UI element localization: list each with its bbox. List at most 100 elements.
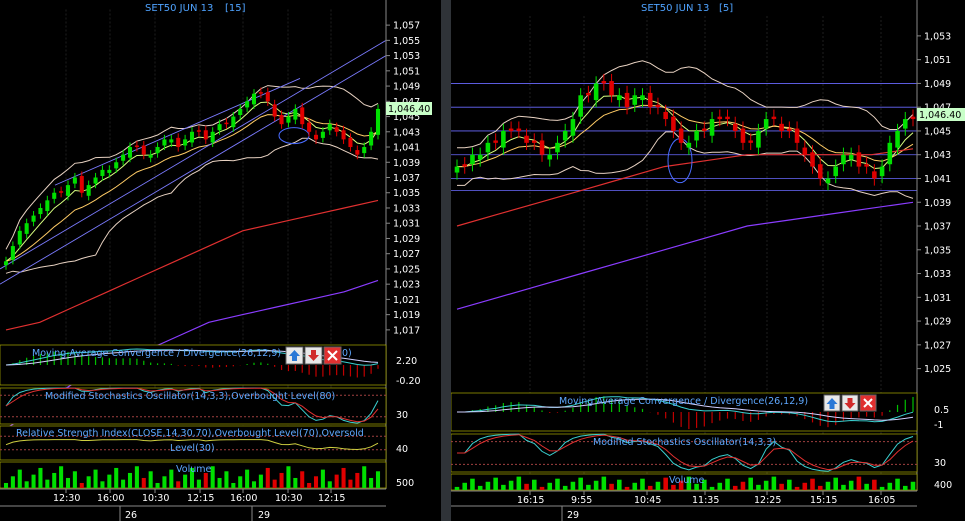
chart-panel-5min[interactable]: SET50 JUN 13 [5] 1,0531,0511,0491,0471,0… xyxy=(451,0,965,521)
stochastics-pane[interactable]: Modified Stochastics Oscillator(14,3,3),… xyxy=(0,387,408,425)
candle xyxy=(320,127,325,143)
candle xyxy=(910,109,916,127)
price-tick-label: 1,021 xyxy=(393,295,420,306)
stochastics-pane[interactable]: Modified Stochastics Oscillator(14,3,3) … xyxy=(451,433,946,473)
time-tick-label: 12:25 xyxy=(754,495,781,506)
macd-pane[interactable]: Moving Average Convergence / Divergence(… xyxy=(0,344,421,387)
volume-bar xyxy=(348,479,353,488)
date-label: 26 xyxy=(125,510,137,521)
candle xyxy=(516,121,522,139)
price-tick-label: 1,023 xyxy=(393,280,420,291)
volume-bar xyxy=(251,481,257,488)
candle xyxy=(183,134,188,151)
volume-pane[interactable]: Volume 400 xyxy=(451,473,952,491)
macd-tick: -1 xyxy=(934,420,943,431)
pane-toolbar[interactable] xyxy=(285,346,342,365)
candle xyxy=(779,116,784,139)
volume-bar xyxy=(31,474,36,488)
volume-bar xyxy=(902,485,908,490)
rsi-pane[interactable]: Relative Strength Index(CLOSE,14,30,70),… xyxy=(0,425,408,461)
chart-canvas-5min[interactable]: SET50 JUN 13 [5] 1,0531,0511,0491,0471,0… xyxy=(451,0,965,521)
candle xyxy=(841,147,846,172)
candle xyxy=(134,140,139,152)
panel-splitter[interactable] xyxy=(441,0,451,521)
svg-text:1,046.40: 1,046.40 xyxy=(919,110,961,121)
volume-bar xyxy=(570,481,576,490)
volume-bar xyxy=(279,472,284,488)
volume-bar xyxy=(231,482,236,488)
candle xyxy=(127,142,133,163)
bollinger-lower-line xyxy=(457,131,914,199)
annotation-ellipse[interactable] xyxy=(278,127,310,145)
candle xyxy=(825,171,831,191)
volume-bar xyxy=(217,477,222,488)
volume-bar xyxy=(825,481,831,490)
candle xyxy=(65,180,71,201)
volume-bar xyxy=(593,480,599,490)
rsi-line xyxy=(5,439,379,451)
volume-bar xyxy=(238,476,243,488)
stochastics-label: Modified Stochastics Oscillator(14,3,3),… xyxy=(45,391,335,402)
volume-bar xyxy=(183,474,188,488)
volume-bar xyxy=(121,479,126,488)
volume-bar xyxy=(114,467,119,488)
volume-bar xyxy=(59,466,64,488)
volume-bar xyxy=(148,471,153,488)
price-tick-label: 1,029 xyxy=(393,234,420,245)
candle xyxy=(79,171,84,198)
ema-mid-line xyxy=(457,104,914,168)
stochastics-d-line xyxy=(5,387,379,423)
candle xyxy=(771,109,777,127)
volume-bar xyxy=(740,481,746,490)
time-tick-label: 12:15 xyxy=(318,493,345,504)
candle xyxy=(485,135,491,160)
volume-bar xyxy=(79,482,84,488)
volume-bar xyxy=(709,486,715,490)
candle xyxy=(31,211,36,227)
volume-bar xyxy=(355,472,360,488)
price-tick-label: 1,025 xyxy=(924,364,951,375)
price-tick-label: 1,049 xyxy=(393,82,420,93)
volume-bar xyxy=(864,483,869,490)
candle xyxy=(640,88,645,108)
macd-line xyxy=(457,396,914,423)
volume-bar xyxy=(196,479,201,488)
rsi-tick: 40 xyxy=(396,444,408,455)
candle xyxy=(833,159,838,184)
volume-bar xyxy=(300,471,305,488)
time-tick-label: 15:15 xyxy=(810,495,837,506)
price-tick-label: 1,043 xyxy=(393,127,420,138)
trend-line[interactable] xyxy=(54,78,301,186)
chart-canvas-15min[interactable]: SET50 JUN 13 [15] 1,057 1,055 1,053 1,051 1,… xyxy=(0,0,441,521)
volume-bar xyxy=(694,483,699,490)
trend-line[interactable] xyxy=(0,39,387,270)
volume-bar xyxy=(841,484,846,490)
macd-label: Moving Average Convergence / Divergence(… xyxy=(559,396,808,407)
price-tick-label: 1,035 xyxy=(924,245,951,256)
date-label: 29 xyxy=(567,510,579,521)
time-tick-label: 16:05 xyxy=(868,495,895,506)
volume-bar xyxy=(725,478,730,490)
stochastics-label: Modified Stochastics Oscillator(14,3,3) xyxy=(593,437,776,448)
chart-panel-15min[interactable]: SET50 JUN 13 [15] 1,057 1,055 1,053 1,051 1,… xyxy=(0,0,441,521)
volume-bar xyxy=(224,471,229,488)
volume-pane[interactable]: Volume 500 xyxy=(0,461,414,489)
candle xyxy=(508,121,514,139)
candle xyxy=(578,88,583,124)
stochastics-tick: 30 xyxy=(934,458,946,469)
price-tick-label: 1,037 xyxy=(393,173,420,184)
trend-line[interactable] xyxy=(0,55,387,285)
volume-bar xyxy=(52,472,57,488)
candle xyxy=(810,145,815,174)
price-tick-label: 1,031 xyxy=(924,293,951,304)
candle xyxy=(307,118,312,137)
candle xyxy=(114,157,119,173)
pane-toolbar[interactable] xyxy=(823,394,877,412)
bollinger-upper-line xyxy=(457,60,914,149)
candle xyxy=(210,127,215,148)
candle xyxy=(203,125,208,144)
price-tick-label: 1,019 xyxy=(393,310,420,321)
volume-bar xyxy=(454,486,460,490)
chart-interval: [15] xyxy=(225,3,246,14)
candle xyxy=(570,111,576,143)
